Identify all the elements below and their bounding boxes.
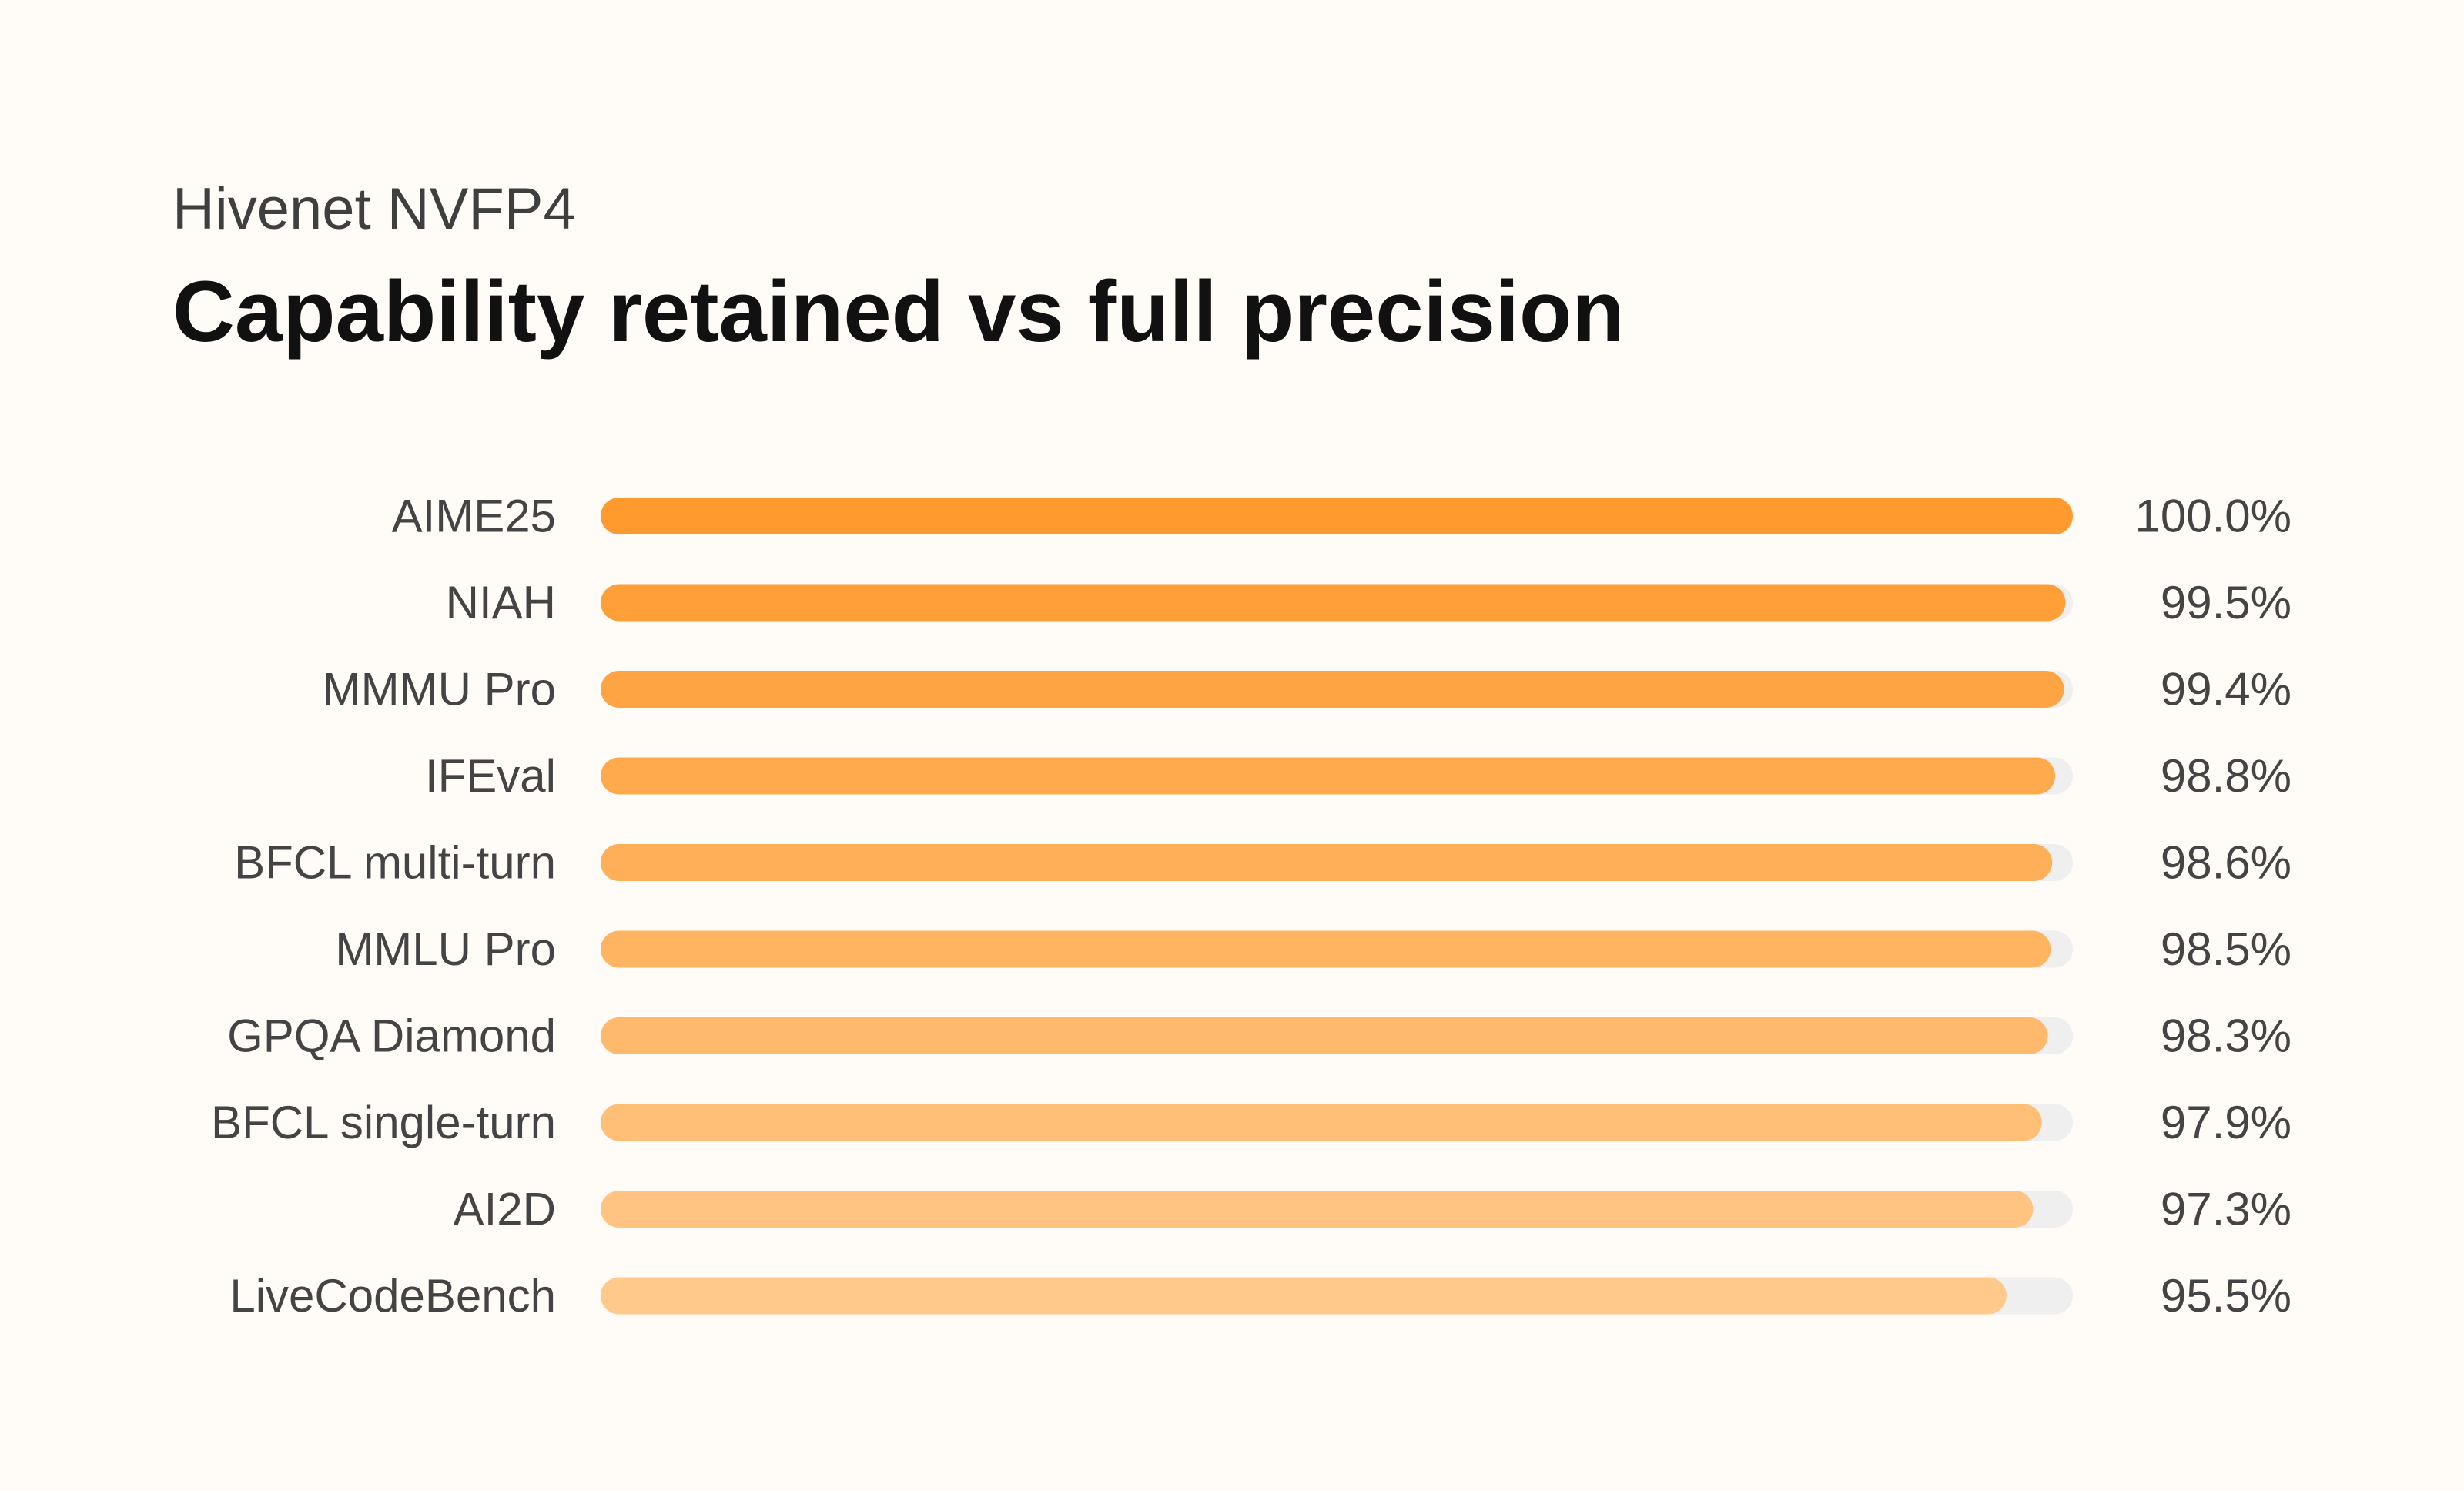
chart-subtitle: Hivenet NVFP4 [172,176,576,242]
value-label: 95.5% [2161,1270,2292,1322]
bar [601,930,2051,968]
bar [601,584,2066,622]
category-label: BFCL multi-turn [234,837,556,889]
bar [601,1104,2042,1141]
bar [601,1017,2048,1054]
value-label: 99.5% [2161,577,2292,628]
category-label: GPQA Diamond [227,1010,556,1062]
category-label: NIAH [446,577,556,628]
value-label: 100.0% [2135,491,2292,542]
category-label: LiveCodeBench [229,1270,556,1322]
category-label: MMLU Pro [335,923,556,975]
value-label: 98.3% [2161,1010,2292,1062]
value-label: 98.8% [2161,750,2292,802]
bar [601,498,2073,534]
category-label: IFEval [425,750,556,802]
bar [601,1277,2007,1315]
category-label: AI2D [454,1184,556,1235]
category-label: BFCL single-turn [211,1097,556,1148]
bar [601,757,2056,795]
bar [601,844,2053,881]
value-label: 97.3% [2161,1184,2292,1235]
chart-title: Capability retained vs full precision [172,263,1625,360]
category-label: MMMU Pro [323,664,556,715]
bar [601,1191,2034,1228]
value-label: 97.9% [2161,1097,2292,1148]
value-label: 98.6% [2161,837,2292,889]
value-label: 98.5% [2161,923,2292,975]
bar [601,671,2064,708]
value-label: 99.4% [2161,664,2292,715]
category-label: AIME25 [392,491,556,542]
